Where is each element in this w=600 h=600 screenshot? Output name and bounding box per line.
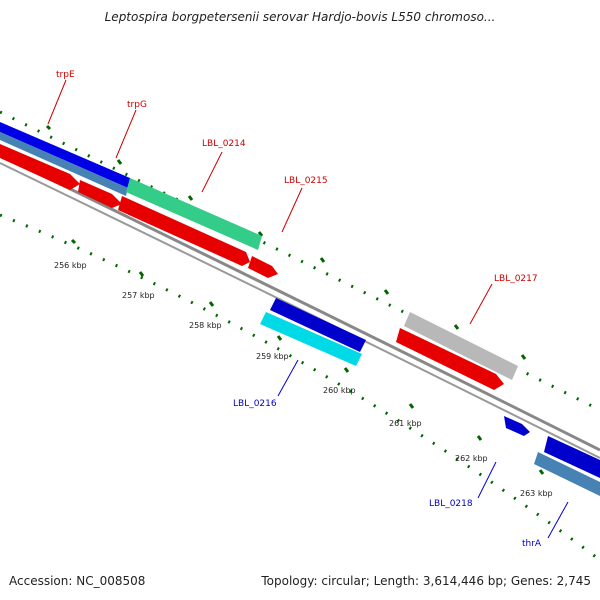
label-LBL_0218[interactable]: LBL_0218 xyxy=(429,499,473,509)
scale-label: 262 kbp xyxy=(455,454,488,463)
outer-major-ticks xyxy=(45,124,527,360)
gene-trpE-shadow xyxy=(0,132,128,196)
gene-red-3[interactable] xyxy=(118,196,250,266)
gene-LBL_0217-red[interactable] xyxy=(396,328,504,390)
map-title: Leptospira borgpetersenii serovar Hardjo… xyxy=(104,10,496,24)
gene-thrA-shadow xyxy=(534,452,600,496)
label-trpE[interactable]: trpE xyxy=(56,70,75,80)
reverse-gene-band xyxy=(504,416,600,496)
scale-label: 258 kbp xyxy=(189,321,222,330)
gene-LBL_0218[interactable] xyxy=(504,416,530,436)
scale-label: 259 kbp xyxy=(256,352,289,361)
accession-label: Accession: NC_008508 xyxy=(9,574,146,588)
scale-label: 261 kbp xyxy=(389,419,422,428)
gene-LBL_0217[interactable] xyxy=(404,312,518,380)
label-thrA[interactable]: thrA xyxy=(522,539,542,549)
gene-label-group: trpE trpG LBL_0214 LBL_0215 LBL_0217 LBL… xyxy=(56,70,542,549)
gene-LBL_0216[interactable] xyxy=(260,312,362,366)
gene-LBL_0216b[interactable] xyxy=(270,298,366,352)
gene-red-1[interactable] xyxy=(0,144,80,190)
scale-label: 256 kbp xyxy=(54,261,87,270)
backbone-line-outer xyxy=(0,153,600,452)
gene-trpE[interactable] xyxy=(0,122,130,188)
gene-trpG[interactable] xyxy=(126,178,262,250)
forward-gene-band xyxy=(0,122,518,380)
scale-label-group: 256 kbp 257 kbp 258 kbp 259 kbp 260 kbp … xyxy=(54,261,553,498)
inner-major-ticks xyxy=(70,238,545,475)
scale-label: 263 kbp xyxy=(520,489,553,498)
topology-label: Topology: circular; Length: 3,614,446 bp… xyxy=(261,574,591,588)
inner-tick-track xyxy=(0,213,600,562)
label-LBL_0215[interactable]: LBL_0215 xyxy=(284,176,328,186)
label-leaders xyxy=(47,79,569,539)
label-LBL_0214[interactable]: LBL_0214 xyxy=(202,139,246,149)
red-gene-band xyxy=(0,144,504,390)
gene-red-4[interactable] xyxy=(248,256,278,278)
label-LBL_0216[interactable]: LBL_0216 xyxy=(233,399,277,409)
gene-red-2[interactable] xyxy=(78,180,122,208)
scale-label: 257 kbp xyxy=(122,291,155,300)
label-LBL_0217[interactable]: LBL_0217 xyxy=(494,274,538,284)
label-trpG[interactable]: trpG xyxy=(127,100,147,110)
gene-thrA[interactable] xyxy=(544,436,600,478)
scale-label: 260 kbp xyxy=(323,386,356,395)
